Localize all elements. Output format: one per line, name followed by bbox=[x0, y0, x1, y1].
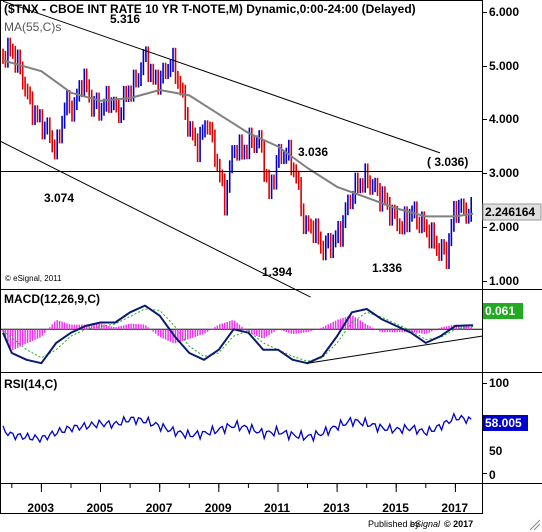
x-axis: 2003 2005 2007 2009 2011 2013 2015 2017 bbox=[11, 484, 468, 515]
y-tick-label: 5.000 bbox=[489, 59, 519, 73]
y-tick-label: 4.000 bbox=[489, 112, 519, 126]
footer-published-by: Published by bbox=[368, 519, 420, 529]
macd-trendline bbox=[307, 335, 483, 364]
channel-trendline bbox=[2, 0, 441, 154]
annotation-3036: 3.036 bbox=[298, 145, 328, 159]
price-panel bbox=[0, 0, 482, 298]
rsi-tick-label: 50 bbox=[489, 444, 503, 458]
rsi-tick-label: 0 bbox=[489, 468, 496, 482]
price-last-value-box bbox=[482, 203, 542, 221]
rsi-panel bbox=[2, 411, 472, 444]
rsi-tick-label: 100 bbox=[489, 376, 509, 390]
grip-line bbox=[529, 519, 541, 531]
macd-last-value-box bbox=[483, 303, 523, 319]
footer-date: © 2017 bbox=[444, 519, 473, 529]
y-tick-label: 6.000 bbox=[489, 5, 519, 19]
price-last-value: 2.246164 bbox=[485, 205, 535, 219]
ma-line bbox=[2, 59, 474, 218]
x-tick-label: 2003 bbox=[27, 501, 54, 515]
x-tick-label: 2015 bbox=[382, 501, 409, 515]
macd-line bbox=[2, 304, 474, 365]
price-y-axis: 6.000 5.000 4.000 3.000 2.000 1.000 bbox=[482, 5, 519, 288]
plot-frame bbox=[0, 0, 483, 514]
rsi-label: RSI(14,C) bbox=[4, 377, 57, 391]
y-tick-label: 2.000 bbox=[489, 220, 519, 234]
rsi-last-value: 58.005 bbox=[485, 416, 522, 430]
macd-label: MACD(12,26,9,C) bbox=[4, 292, 100, 306]
rsi-line bbox=[2, 411, 472, 444]
x-tick-label: 2009 bbox=[205, 501, 232, 515]
x-tick-label: 2005 bbox=[87, 501, 114, 515]
channel-trendline bbox=[0, 140, 311, 298]
annotation-3036-box: ( 3.036) bbox=[427, 155, 468, 169]
grip-line bbox=[533, 523, 541, 531]
x-tick-label: 2013 bbox=[323, 501, 350, 515]
ma-label: MA(55,C)s bbox=[4, 20, 61, 34]
macd-panel bbox=[0, 304, 483, 365]
rsi-last-value-box bbox=[483, 415, 528, 431]
chart-title: ($TNX - CBOE INT RATE 10 YR T-NOTE,M) Dy… bbox=[4, 2, 416, 16]
annotation-3074: 3.074 bbox=[44, 191, 74, 205]
annotation-1394: 1.394 bbox=[262, 265, 292, 279]
macd-signal-line bbox=[2, 308, 474, 362]
annotation-5316: 5.316 bbox=[110, 12, 140, 26]
copyright-text: © eSignal, 2011 bbox=[5, 274, 62, 283]
x-tick-label: 2017 bbox=[441, 501, 468, 515]
footer-brand: eSignal bbox=[410, 519, 441, 529]
y-tick-label: 1.000 bbox=[489, 274, 519, 288]
annotation-1336: 1.336 bbox=[372, 261, 402, 275]
x-tick-label: 2011 bbox=[264, 501, 290, 515]
macd-last-value: 0.061 bbox=[485, 304, 515, 318]
y-tick-label: 3.000 bbox=[489, 166, 519, 180]
x-tick-label: 2007 bbox=[146, 501, 173, 515]
resize-grip-icon[interactable] bbox=[529, 519, 541, 531]
